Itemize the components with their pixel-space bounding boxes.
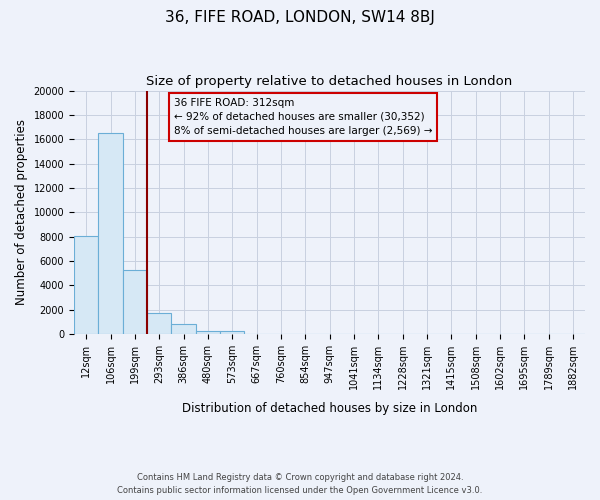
- X-axis label: Distribution of detached houses by size in London: Distribution of detached houses by size …: [182, 402, 477, 415]
- Bar: [196, 330, 220, 334]
- Bar: [74, 236, 98, 334]
- Text: 36, FIFE ROAD, LONDON, SW14 8BJ: 36, FIFE ROAD, LONDON, SW14 8BJ: [165, 10, 435, 25]
- Bar: [147, 313, 172, 334]
- Bar: [172, 324, 196, 334]
- Y-axis label: Number of detached properties: Number of detached properties: [15, 120, 28, 306]
- Bar: [220, 331, 244, 334]
- Text: Contains HM Land Registry data © Crown copyright and database right 2024.
Contai: Contains HM Land Registry data © Crown c…: [118, 474, 482, 495]
- Bar: [122, 270, 147, 334]
- Text: 36 FIFE ROAD: 312sqm
← 92% of detached houses are smaller (30,352)
8% of semi-de: 36 FIFE ROAD: 312sqm ← 92% of detached h…: [174, 98, 432, 136]
- Title: Size of property relative to detached houses in London: Size of property relative to detached ho…: [146, 75, 512, 88]
- Bar: [98, 133, 122, 334]
